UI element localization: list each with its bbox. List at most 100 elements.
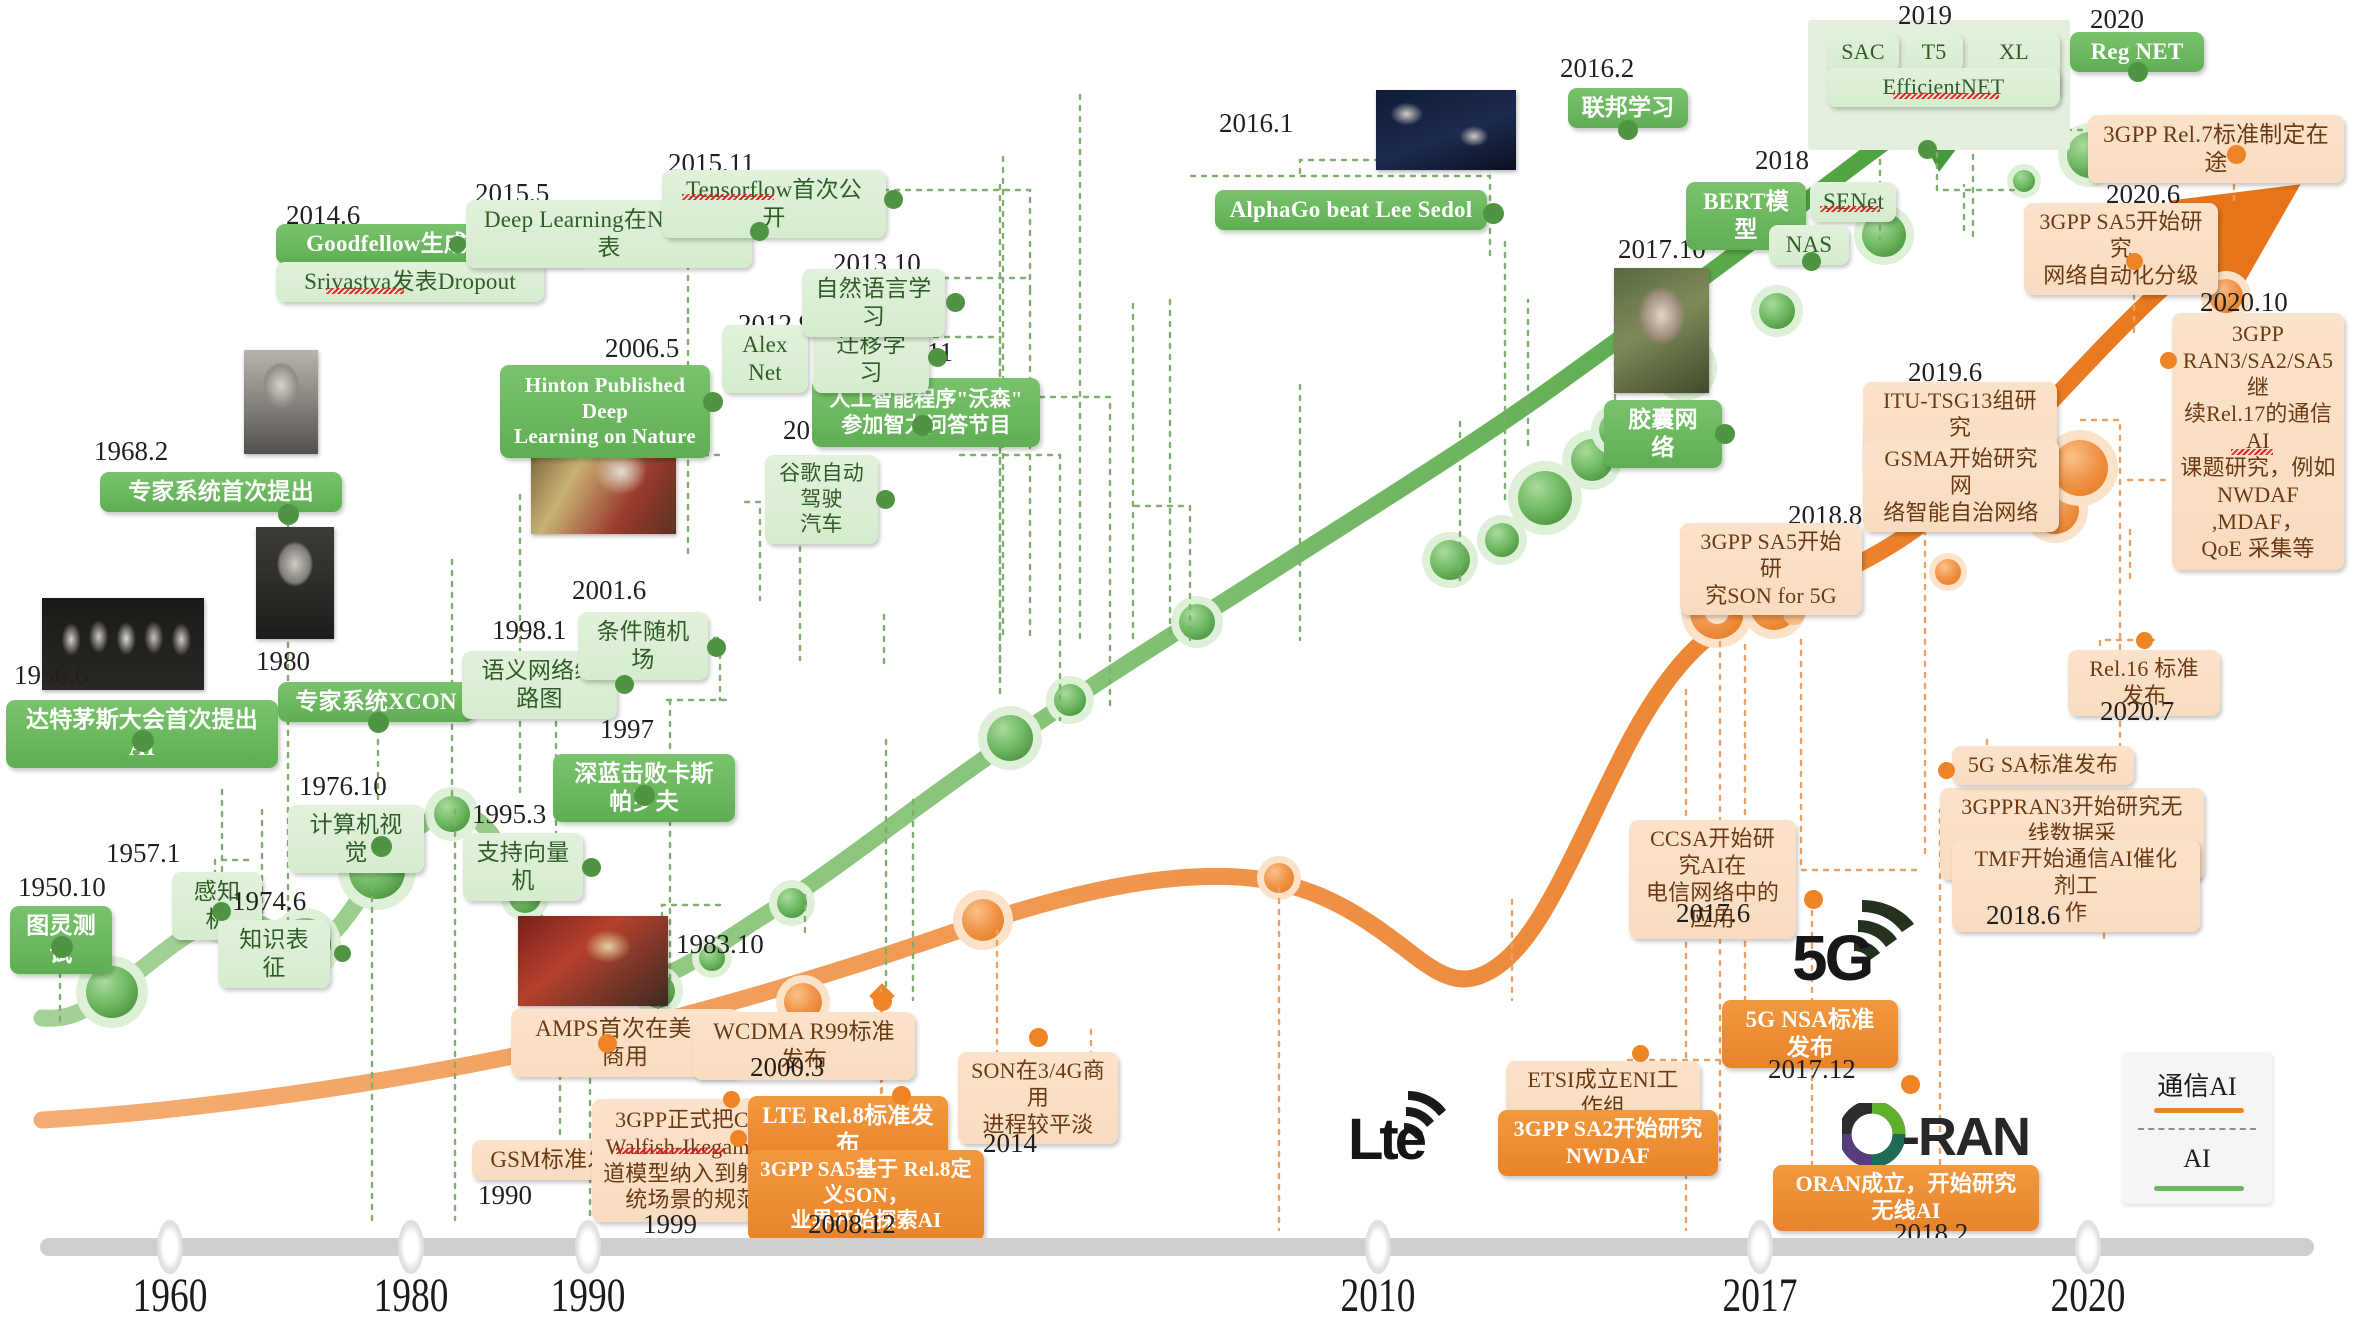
spellcheck-underline-srivastva xyxy=(326,288,404,294)
date-2008-12: 2008.12 xyxy=(808,1209,896,1239)
spellcheck-underline-tensorflow xyxy=(682,194,774,200)
ai-label-computer-vision[interactable]: 计算机视觉 xyxy=(288,805,424,874)
svg-text:Lte: Lte xyxy=(1348,1107,1426,1165)
date-1999: 1999 xyxy=(643,1209,697,1239)
knob-gan-dot xyxy=(449,236,466,253)
knob-sa5-automation xyxy=(2126,253,2143,270)
date-1983-10: 1983.10 xyxy=(676,929,764,959)
date-2020-10: 2020.10 xyxy=(2200,287,2288,317)
timeline-axis-bar xyxy=(40,1238,2314,1256)
date-1968-2: 1968.2 xyxy=(94,436,169,466)
telecom-label-oran[interactable]: ORAN成立，开始研究无线AI xyxy=(1773,1165,2039,1231)
legend-divider xyxy=(2138,1128,2256,1130)
knob-gsm-dot xyxy=(730,1130,747,1147)
ai-label-crf[interactable]: 条件随机场 xyxy=(578,612,708,681)
ai-label-t5[interactable]: T5 xyxy=(1905,33,1963,72)
telecom-label-5g-nsa[interactable]: 5G NSA标准发布 xyxy=(1722,1000,1898,1069)
telecom-label-sa2-nwdaf[interactable]: 3GPP SA2开始研究 NWDAF xyxy=(1498,1110,1718,1176)
telecom-label-son-3g4g[interactable]: SON在3/4G商用 进程较平淡 xyxy=(958,1052,1118,1145)
ai-label-google-self-driving[interactable]: 谷歌自动驾驶 汽车 xyxy=(765,455,878,544)
axis-node-1990 xyxy=(575,1220,601,1274)
date-1995-3: 1995.3 xyxy=(472,799,547,829)
date-2017-12: 2017.12 xyxy=(1768,1054,1856,1084)
date-2018-6: 2018.6 xyxy=(1986,900,2061,930)
telecom-label-rel17[interactable]: 3GPP RAN3/SA2/SA5继 续Rel.17的通信AI 课题研究，例如 … xyxy=(2172,313,2344,571)
oran-logo: -RAN xyxy=(1838,1100,2072,1168)
telecom-label-sa5-son[interactable]: 3GPP SA5基于 Rel.8定义SON， 业界开始探索AI xyxy=(748,1150,984,1241)
knob-rel16 xyxy=(2136,632,2153,649)
ai-label-watson[interactable]: 人工智能程序"沃森" 参加智力问答节目 xyxy=(812,378,1040,448)
lte-logo: Lte xyxy=(1346,1085,1456,1172)
legend-box: 通信AI AI xyxy=(2122,1052,2272,1204)
axis-node-2010 xyxy=(1365,1220,1391,1274)
knob-2019-group xyxy=(1918,140,1937,159)
date-2006-5: 2006.5 xyxy=(605,333,680,363)
telecom-label-gsma[interactable]: GSMA开始研究网 络智能自治网络 xyxy=(1863,440,2059,533)
date-2001-6: 2001.6 xyxy=(572,575,647,605)
ai-label-senet[interactable]: SENet xyxy=(1810,182,1896,223)
date-2020-7: 2020.7 xyxy=(2100,696,2175,726)
date-1976-10: 1976.10 xyxy=(299,771,387,801)
ai-label-dartmouth[interactable]: 达特茅斯大会首次提出AI xyxy=(6,700,278,769)
legend-ai-label: AI xyxy=(2183,1144,2211,1173)
telecom-label-ccsa[interactable]: CCSA开始研究AI在 电信网络中的应用 xyxy=(1629,820,1796,940)
legend-telecom-label: 通信AI xyxy=(2157,1072,2237,1101)
knob-transfer-learning xyxy=(928,348,947,367)
telecom-label-rel16[interactable]: Rel.16 标准发布 xyxy=(2068,650,2220,716)
ai-label-alphago[interactable]: AlphaGo beat Lee Sedol xyxy=(1215,190,1487,231)
ai-label-federated-learning[interactable]: 联邦学习 xyxy=(1568,88,1688,129)
spellcheck-underline-walfish xyxy=(616,1148,724,1154)
knob-watson xyxy=(912,415,933,436)
ai-label-alexnet[interactable]: Alex Net xyxy=(722,325,808,394)
knob-deep-blue xyxy=(634,785,655,806)
telecom-label-sa5-automation[interactable]: 3GPP SA5开始研究 网络自动化分级 xyxy=(2024,203,2218,296)
date-1950-10: 1950.10 xyxy=(18,872,106,902)
ai-label-sac[interactable]: SAC xyxy=(1827,33,1899,72)
ai-label-capsule-net[interactable]: 胶囊网络 xyxy=(1604,400,1722,469)
knob-rel17 xyxy=(2160,352,2177,369)
knob-regnet xyxy=(2128,62,2148,82)
axis-node-2020 xyxy=(2075,1220,2101,1274)
alphago-match-photo xyxy=(1376,90,1516,170)
knob-alphago xyxy=(1483,203,1504,224)
telecom-label-5g-sa[interactable]: 5G SA标准发布 xyxy=(1952,746,2134,785)
knob-dartmouth xyxy=(132,730,154,752)
date-1980: 1980 xyxy=(256,646,310,676)
ai-label-nlp[interactable]: 自然语言学习 xyxy=(802,269,945,338)
date-1974-6: 1974.6 xyxy=(232,886,307,916)
ai-label-tensorflow[interactable]: Tensorflow首次公开 xyxy=(662,170,886,239)
telecom-label-tmf[interactable]: TMF开始通信AI催化剂工 作 xyxy=(1952,840,2200,933)
knob-rel7 xyxy=(2227,145,2246,164)
telecom-label-sa5-son5g[interactable]: 3GPP SA5开始研 究SON for 5G xyxy=(1680,523,1862,616)
knob-lte-rel8 xyxy=(892,1086,911,1105)
knob-5g-nsa xyxy=(1804,890,1823,909)
knob-turing-test xyxy=(51,936,73,958)
ai-label-regnet[interactable]: Reg NET xyxy=(2070,32,2204,73)
date-2016-2: 2016.2 xyxy=(1560,53,1635,83)
axis-label-1990: 1990 xyxy=(550,1269,626,1322)
telecom-label-wcdma[interactable]: WCDMA R99标准发布 xyxy=(693,1012,915,1081)
amps-car-phone-photo xyxy=(518,916,668,1006)
5g-logo: 5G xyxy=(1792,898,1922,994)
knob-hinton-deep-learning xyxy=(703,392,723,412)
date-2018: 2018 xyxy=(1755,145,1809,175)
axis-label-2020: 2020 xyxy=(2050,1269,2126,1322)
hinton-portrait-photo xyxy=(1614,268,1709,393)
telecom-label-rel7[interactable]: 3GPP Rel.7标准制定在途 xyxy=(2088,115,2344,184)
axis-label-2017: 2017 xyxy=(1722,1269,1798,1322)
ai-label-knowledge-representation[interactable]: 知识表征 xyxy=(218,920,330,989)
xcon-portrait-photo xyxy=(256,527,334,639)
axis-label-2010: 2010 xyxy=(1340,1269,1416,1322)
expert-system-portrait-photo xyxy=(244,350,318,454)
ai-label-hinton-deep-learning[interactable]: Hinton Published Deep Learning on Nature xyxy=(500,365,710,458)
ai-label-efficientnet[interactable]: EfficientNET xyxy=(1827,68,2060,107)
knob-federated-learning xyxy=(1618,120,1638,140)
date-2020: 2020 xyxy=(2090,4,2144,34)
date-2016-1: 2016.1 xyxy=(1219,108,1294,138)
ai-label-expert-system-first[interactable]: 专家系统首次提出 xyxy=(100,472,342,513)
ai-label-svm[interactable]: 支持向量机 xyxy=(463,833,583,902)
knob-google-self-driving xyxy=(876,490,895,509)
date-1956-6: 1956.6 xyxy=(14,660,89,690)
knob-dl-nature xyxy=(750,222,769,241)
svg-text:-RAN: -RAN xyxy=(1902,1107,2029,1165)
